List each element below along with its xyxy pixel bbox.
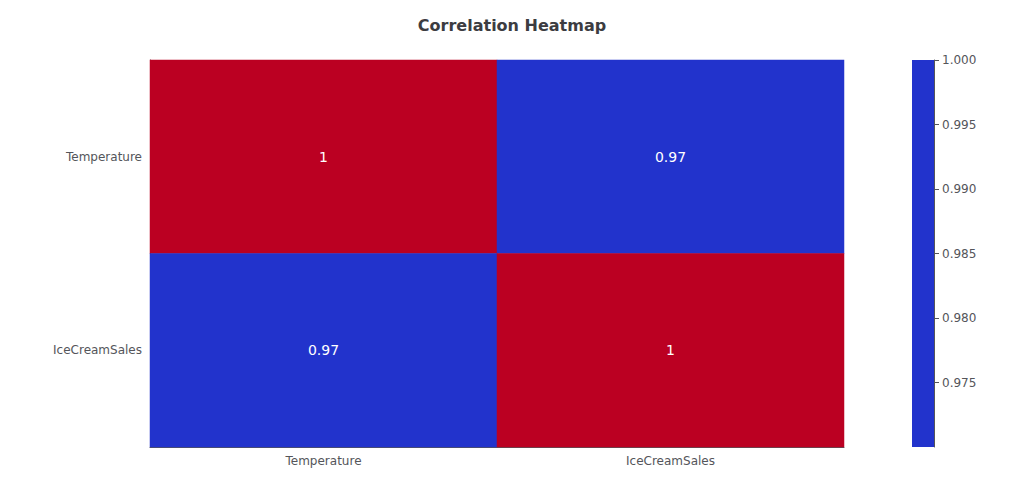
- svg-text:0.995: 0.995: [942, 118, 976, 132]
- svg-text:IceCreamSales: IceCreamSales: [53, 343, 142, 357]
- svg-text:1: 1: [319, 149, 328, 165]
- svg-text:0.990: 0.990: [942, 182, 976, 196]
- svg-text:Correlation Heatmap: Correlation Heatmap: [418, 16, 606, 35]
- svg-text:Temperature: Temperature: [65, 150, 142, 164]
- svg-text:IceCreamSales: IceCreamSales: [626, 454, 715, 468]
- svg-text:0.985: 0.985: [942, 247, 976, 261]
- svg-text:1: 1: [666, 342, 675, 358]
- svg-text:0.97: 0.97: [655, 149, 686, 165]
- svg-text:1.000: 1.000: [942, 53, 976, 67]
- svg-text:0.97: 0.97: [308, 342, 339, 358]
- svg-text:0.975: 0.975: [942, 376, 976, 390]
- svg-text:0.980: 0.980: [942, 311, 976, 325]
- svg-text:Temperature: Temperature: [284, 454, 361, 468]
